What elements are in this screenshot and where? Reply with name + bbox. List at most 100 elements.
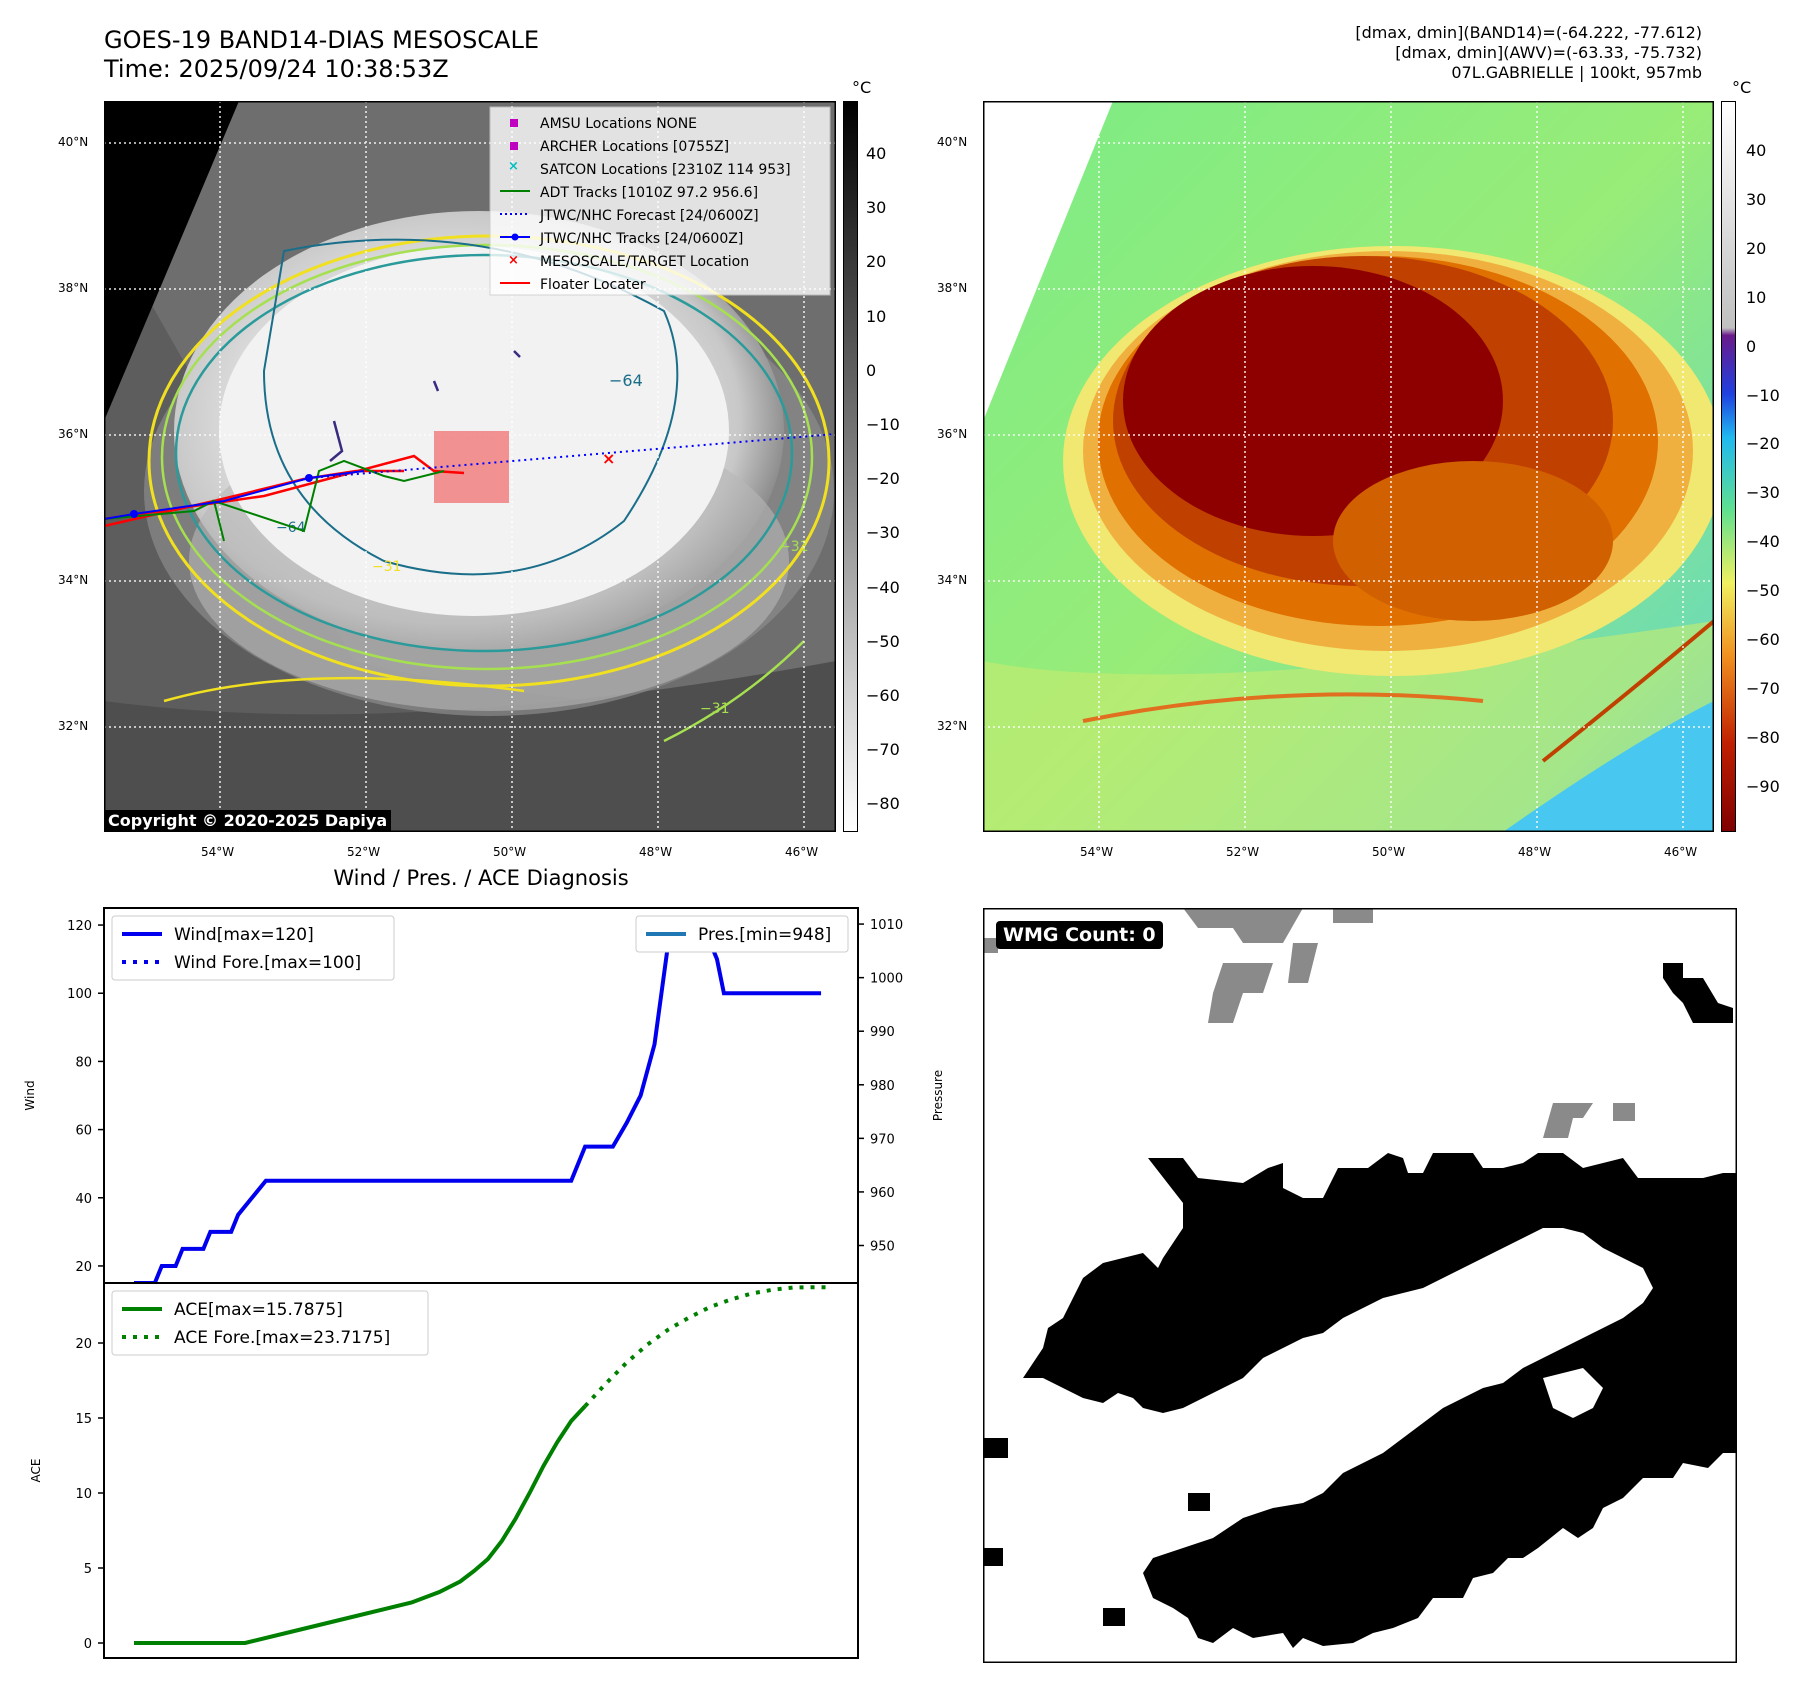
lon-label-46: 46°W [785,845,819,859]
enh-lat-label-32: 32°N [937,719,968,733]
pres-legend-0: Pres.[min=948] [698,925,831,945]
jtwc-forecast-track [308,433,836,479]
enh-lat-label-38: 38°N [937,281,968,295]
ir-colorbar-tick-7: −30 [866,523,900,543]
ir-colorbar-tick-2: 20 [866,252,887,272]
enh-lon-label-46: 46°W [1664,845,1698,859]
lon-label-50: 50°W [493,845,527,859]
band14-dmax-dmin: [dmax, dmin](BAND14)=(-64.222, -77.612) [1355,23,1702,42]
wmg-panel [983,908,1737,1663]
legend-mesoscale-target: MESOSCALE/TARGET Location [540,254,749,270]
pres-ytick-6: 1010 [870,918,903,933]
enh-lon-label-50: 50°W [1372,845,1406,859]
ace-series-line-0 [134,1404,587,1645]
legend-floater: Floater Locater [540,277,646,293]
enh-colorbar-tick-0: 40 [1746,141,1767,160]
figure-title: GOES-19 BAND14-DIAS MESOSCALE [104,26,540,54]
ir-colorbar-tick-10: −60 [866,686,900,705]
legend-jtwc-forecast: JTWC/NHC Forecast [24/0600Z] [539,208,759,224]
enh-colorbar-tick-8: −40 [1746,532,1780,552]
pres-ytick-0: 950 [870,1240,895,1255]
lat-label-32: 32°N [58,719,89,733]
floater-box [434,431,509,503]
wind-ytick-3: 80 [75,1055,92,1070]
ace-legend-0: ACE[max=15.7875] [174,1300,343,1320]
enh-colorbar-tick-4: 0 [1746,336,1757,356]
enh-colorbar-tick-10: −60 [1746,630,1780,649]
wind-ytick-0: 20 [75,1260,92,1275]
enh-colorbar-unit: °C [1732,78,1752,97]
enh-colorbar-tick-1: 30 [1746,189,1767,209]
svg-text:×: × [508,253,519,268]
ace-legend-1: ACE Fore.[max=23.7175] [174,1328,390,1348]
wind-ylabel: Wind [23,1080,37,1110]
figure-time: Time: 2025/09/24 10:38:53Z [104,55,449,83]
lon-label-48: 48°W [639,845,673,859]
ir-mesoscale-map: −64 −64 −31 −31 −31 × [104,101,836,832]
enh-colorbar-tick-3: 10 [1746,287,1767,307]
ace-ytick-0: 0 [84,1637,92,1652]
copyright-badge: Copyright © 2020-2025 Dapiya [104,810,392,831]
pres-ytick-3: 980 [870,1079,895,1094]
enh-colorbar-tick-9: −50 [1746,581,1780,601]
enhanced-colorbar [1721,101,1736,832]
enh-lat-label-34: 34°N [937,573,968,587]
contour-label-5: −31 [700,701,730,717]
pres-ytick-1: 960 [870,1186,895,1201]
contour-label-3: −31 [779,539,809,555]
wind-ytick-2: 60 [75,1124,92,1139]
enh-lon-label-52: 52°W [1226,845,1260,859]
enh-colorbar-tick-7: −30 [1746,483,1780,503]
enh-colorbar-tick-6: −20 [1746,434,1780,454]
wmg-count-badge: WMG Count: 0 [996,921,1163,949]
lat-label-38: 38°N [58,281,89,295]
ir-legend: × × AMSU Locations NONE ARCHER Locations… [489,106,831,296]
pres-ytick-2: 970 [870,1132,895,1147]
ace-ytick-3: 15 [75,1412,92,1427]
ace-ytick-4: 20 [75,1337,92,1352]
enh-colorbar-tick-13: −90 [1746,776,1780,796]
storm-info: 07L.GABRIELLE | 100kt, 957mb [1451,63,1702,82]
lat-label-40: 40°N [58,135,89,149]
awv-dmax-dmin: [dmax, dmin](AWV)=(-63.33, -75.732) [1395,43,1702,62]
lat-label-36: 36°N [58,427,89,441]
mesoscale-target-marker: × [602,449,615,468]
ir-colorbar-tick-6: −20 [866,469,900,489]
legend-satcon: SATCON Locations [2310Z 114 953] [540,162,791,178]
legend-jtwc-tracks: JTWC/NHC Tracks [24/0600Z] [539,231,743,247]
wind-legend-1: Wind Fore.[max=100] [174,953,361,973]
ace-ytick-1: 5 [84,1562,92,1577]
diagnosis-title: Wind / Pres. / ACE Diagnosis [333,866,629,890]
legend-adt: ADT Tracks [1010Z 97.2 956.6] [540,185,758,201]
enh-lat-label-40: 40°N [937,135,968,149]
pres-legend: Pres.[min=948] [635,915,849,953]
enh-colorbar-tick-2: 20 [1746,238,1767,258]
ir-colorbar-tick-12: −80 [866,794,900,814]
contour-label-1: −64 [609,371,643,390]
pres-ylabel: Pressure [931,1070,945,1121]
legend-amsu: AMSU Locations NONE [540,116,697,132]
wind-legend: Wind[max=120] Wind Fore.[max=100] [111,915,395,981]
lat-label-34: 34°N [58,573,89,587]
ir-colorbar-tick-5: −10 [866,415,900,434]
lon-label-52: 52°W [347,845,381,859]
ir-colorbar-tick-1: 30 [866,198,887,218]
wind-legend-0: Wind[max=120] [174,925,314,945]
ir-colorbar-tick-11: −70 [866,740,900,760]
pres-ytick-5: 1000 [870,972,903,987]
wind-ytick-5: 120 [67,919,92,934]
enh-lat-label-36: 36°N [937,427,968,441]
legend-archer: ARCHER Locations [0755Z] [540,139,729,155]
pres-ytick-4: 990 [870,1025,895,1040]
enhanced-ir-map [983,101,1714,832]
lon-label-54: 54°W [201,845,235,859]
ir-colorbar-unit: °C [852,78,872,97]
ir-colorbar [843,101,858,832]
enh-colorbar-tick-12: −80 [1746,727,1780,747]
ir-colorbar-tick-3: 10 [866,306,887,326]
wind-pres-ace-chart: 2040608010012095096097098099010001010Win… [23,907,945,1659]
ir-colorbar-tick-8: −40 [866,577,900,597]
ace-legend: ACE[max=15.7875] ACE Fore.[max=23.7175] [111,1290,429,1356]
svg-text:×: × [508,159,519,174]
ace-ylabel: ACE [29,1459,43,1483]
